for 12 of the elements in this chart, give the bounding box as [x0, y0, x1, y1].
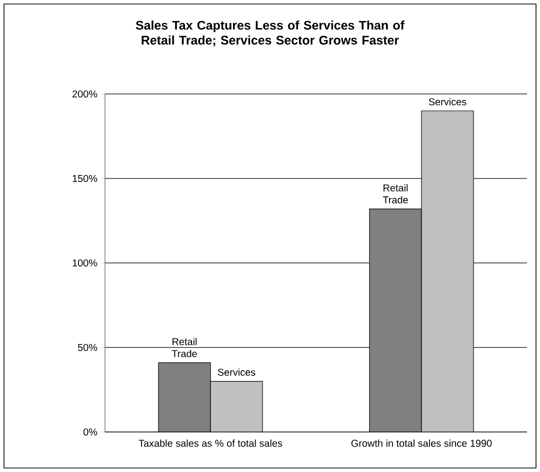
y-tick-label: 50%	[78, 344, 98, 352]
x-tick-label: Taxable sales as % of total sales	[138, 440, 282, 447]
y-tick-label: 100%	[72, 259, 98, 267]
text: Services	[218, 368, 256, 376]
y-tick-label: 0%	[83, 428, 98, 436]
y-tick-label: 150%	[72, 174, 98, 182]
y-tick-label: 200%	[72, 90, 98, 98]
series-label: Retail Trade	[172, 338, 197, 358]
text: Retail Trade	[382, 184, 408, 204]
series-label: Services	[428, 98, 466, 106]
chart-title: Sales Tax Captures Less of Services Than of Retail Trade; Services Sector Grows Faster	[136, 20, 404, 46]
x-tick-label: Growth in total sales since 1990	[351, 440, 492, 447]
